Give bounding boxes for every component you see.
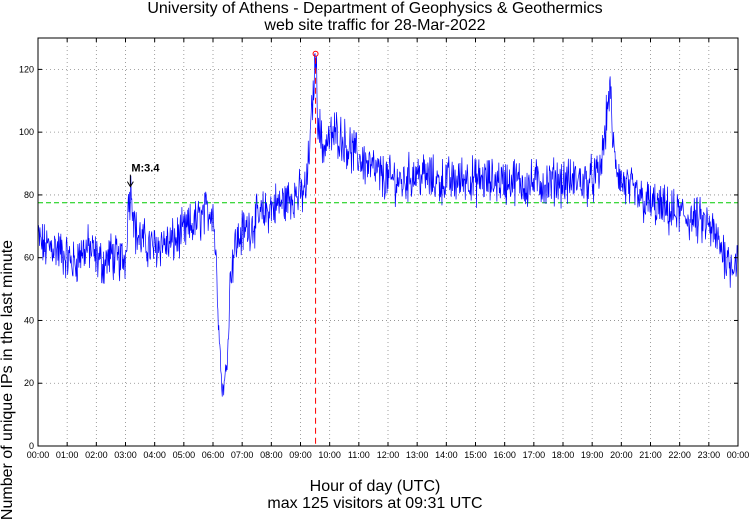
annotation-label: M:3.4 (131, 163, 160, 175)
x-tick-label: 02:00 (85, 450, 108, 460)
x-tick-label: 08:00 (260, 450, 283, 460)
grid (38, 38, 738, 446)
x-tick-label: 11:00 (348, 450, 370, 460)
y-tick-label: 120 (19, 64, 34, 74)
x-tick-label: 09:00 (289, 450, 312, 460)
series-layer (37, 53, 739, 397)
annotation-arrow-head (126, 181, 134, 188)
y-tick-label: 60 (24, 253, 34, 263)
x-tick-label: 07:00 (231, 450, 254, 460)
x-tick-label: 16:00 (493, 450, 516, 460)
x-tick-label: 06:00 (202, 450, 225, 460)
y-tick-label: 100 (19, 127, 34, 137)
x-tick-label: 14:00 (435, 450, 458, 460)
y-tick-label: 80 (24, 190, 34, 200)
x-tick-label: 17:00 (523, 450, 546, 460)
x-tick-label: 23:00 (698, 450, 721, 460)
x-tick-label: 12:00 (377, 450, 400, 460)
x-tick-label: 22:00 (668, 450, 691, 460)
y-tick-label: 40 (24, 315, 34, 325)
x-tick-label: 00:00 (727, 450, 750, 460)
x-tick-label: 19:00 (581, 450, 604, 460)
x-tick-label: 00:00 (27, 450, 50, 460)
y-tick-label: 20 (24, 378, 34, 388)
x-tick-label: 13:00 (406, 450, 429, 460)
traffic-series-line (37, 53, 739, 397)
chart-title: University of Athens - Department of Geo… (147, 0, 603, 17)
max-visitors-caption: max 125 visitors at 09:31 UTC (267, 495, 483, 512)
chart-subtitle: web site traffic for 28-Mar-2022 (264, 17, 486, 34)
y-tick-label: 0 (29, 441, 34, 451)
x-tick-label: 10:00 (318, 450, 341, 460)
x-tick-label: 05:00 (173, 450, 196, 460)
x-tick-label: 21:00 (639, 450, 662, 460)
x-tick-label: 15:00 (464, 450, 487, 460)
x-tick-label: 20:00 (610, 450, 633, 460)
traffic-chart: M:3.4 0 20 40 60 80 100 120 00:00 01:00 02:00 03:0… (19, 37, 749, 460)
marker-layer: M:3.4 (126, 50, 319, 446)
x-axis-label: Hour of day (UTC) (309, 478, 441, 495)
x-tick-label: 01:00 (56, 450, 79, 460)
x-tick-label: 03:00 (114, 450, 137, 460)
x-tick-label: 18:00 (552, 450, 575, 460)
x-tick-label: 04:00 (143, 450, 166, 460)
tick-labels: 0 20 40 60 80 100 120 00:00 01:00 02:00 03:00 04:00… (19, 38, 749, 460)
max-point-marker (312, 50, 319, 57)
